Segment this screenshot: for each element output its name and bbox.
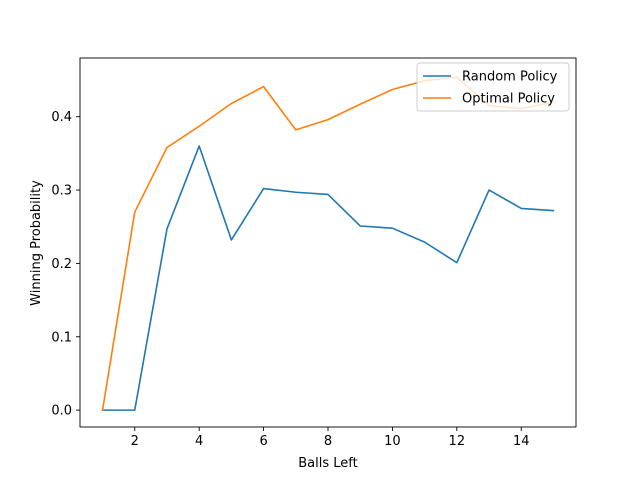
x-tick-label: 2 bbox=[131, 434, 139, 449]
x-tick-label: 14 bbox=[513, 434, 530, 449]
x-tick-label: 6 bbox=[259, 434, 267, 449]
legend: Random Policy Optimal Policy bbox=[416, 62, 570, 112]
y-tick-label: 0.2 bbox=[51, 257, 72, 272]
x-tick-label: 10 bbox=[384, 434, 401, 449]
x-axis-ticks: 2 4 6 8 10 12 14 bbox=[131, 427, 530, 449]
y-tick-label: 0.0 bbox=[51, 404, 72, 419]
y-tick-label: 0.3 bbox=[51, 184, 72, 199]
x-tick-label: 12 bbox=[449, 434, 466, 449]
y-axis-title: Winning Probability bbox=[29, 180, 44, 306]
series-line-0 bbox=[101, 145, 555, 411]
legend-box bbox=[416, 62, 570, 112]
legend-label-0: Random Policy bbox=[462, 70, 558, 85]
x-tick-label: 8 bbox=[324, 434, 332, 449]
x-tick-label: 4 bbox=[195, 434, 203, 449]
y-axis-ticks: 0.0 0.1 0.2 0.3 0.4 bbox=[51, 110, 80, 419]
legend-label-1: Optimal Policy bbox=[462, 92, 555, 107]
y-tick-label: 0.4 bbox=[51, 110, 72, 125]
y-tick-label: 0.1 bbox=[51, 330, 72, 345]
x-axis-title: Balls Left bbox=[298, 456, 357, 471]
